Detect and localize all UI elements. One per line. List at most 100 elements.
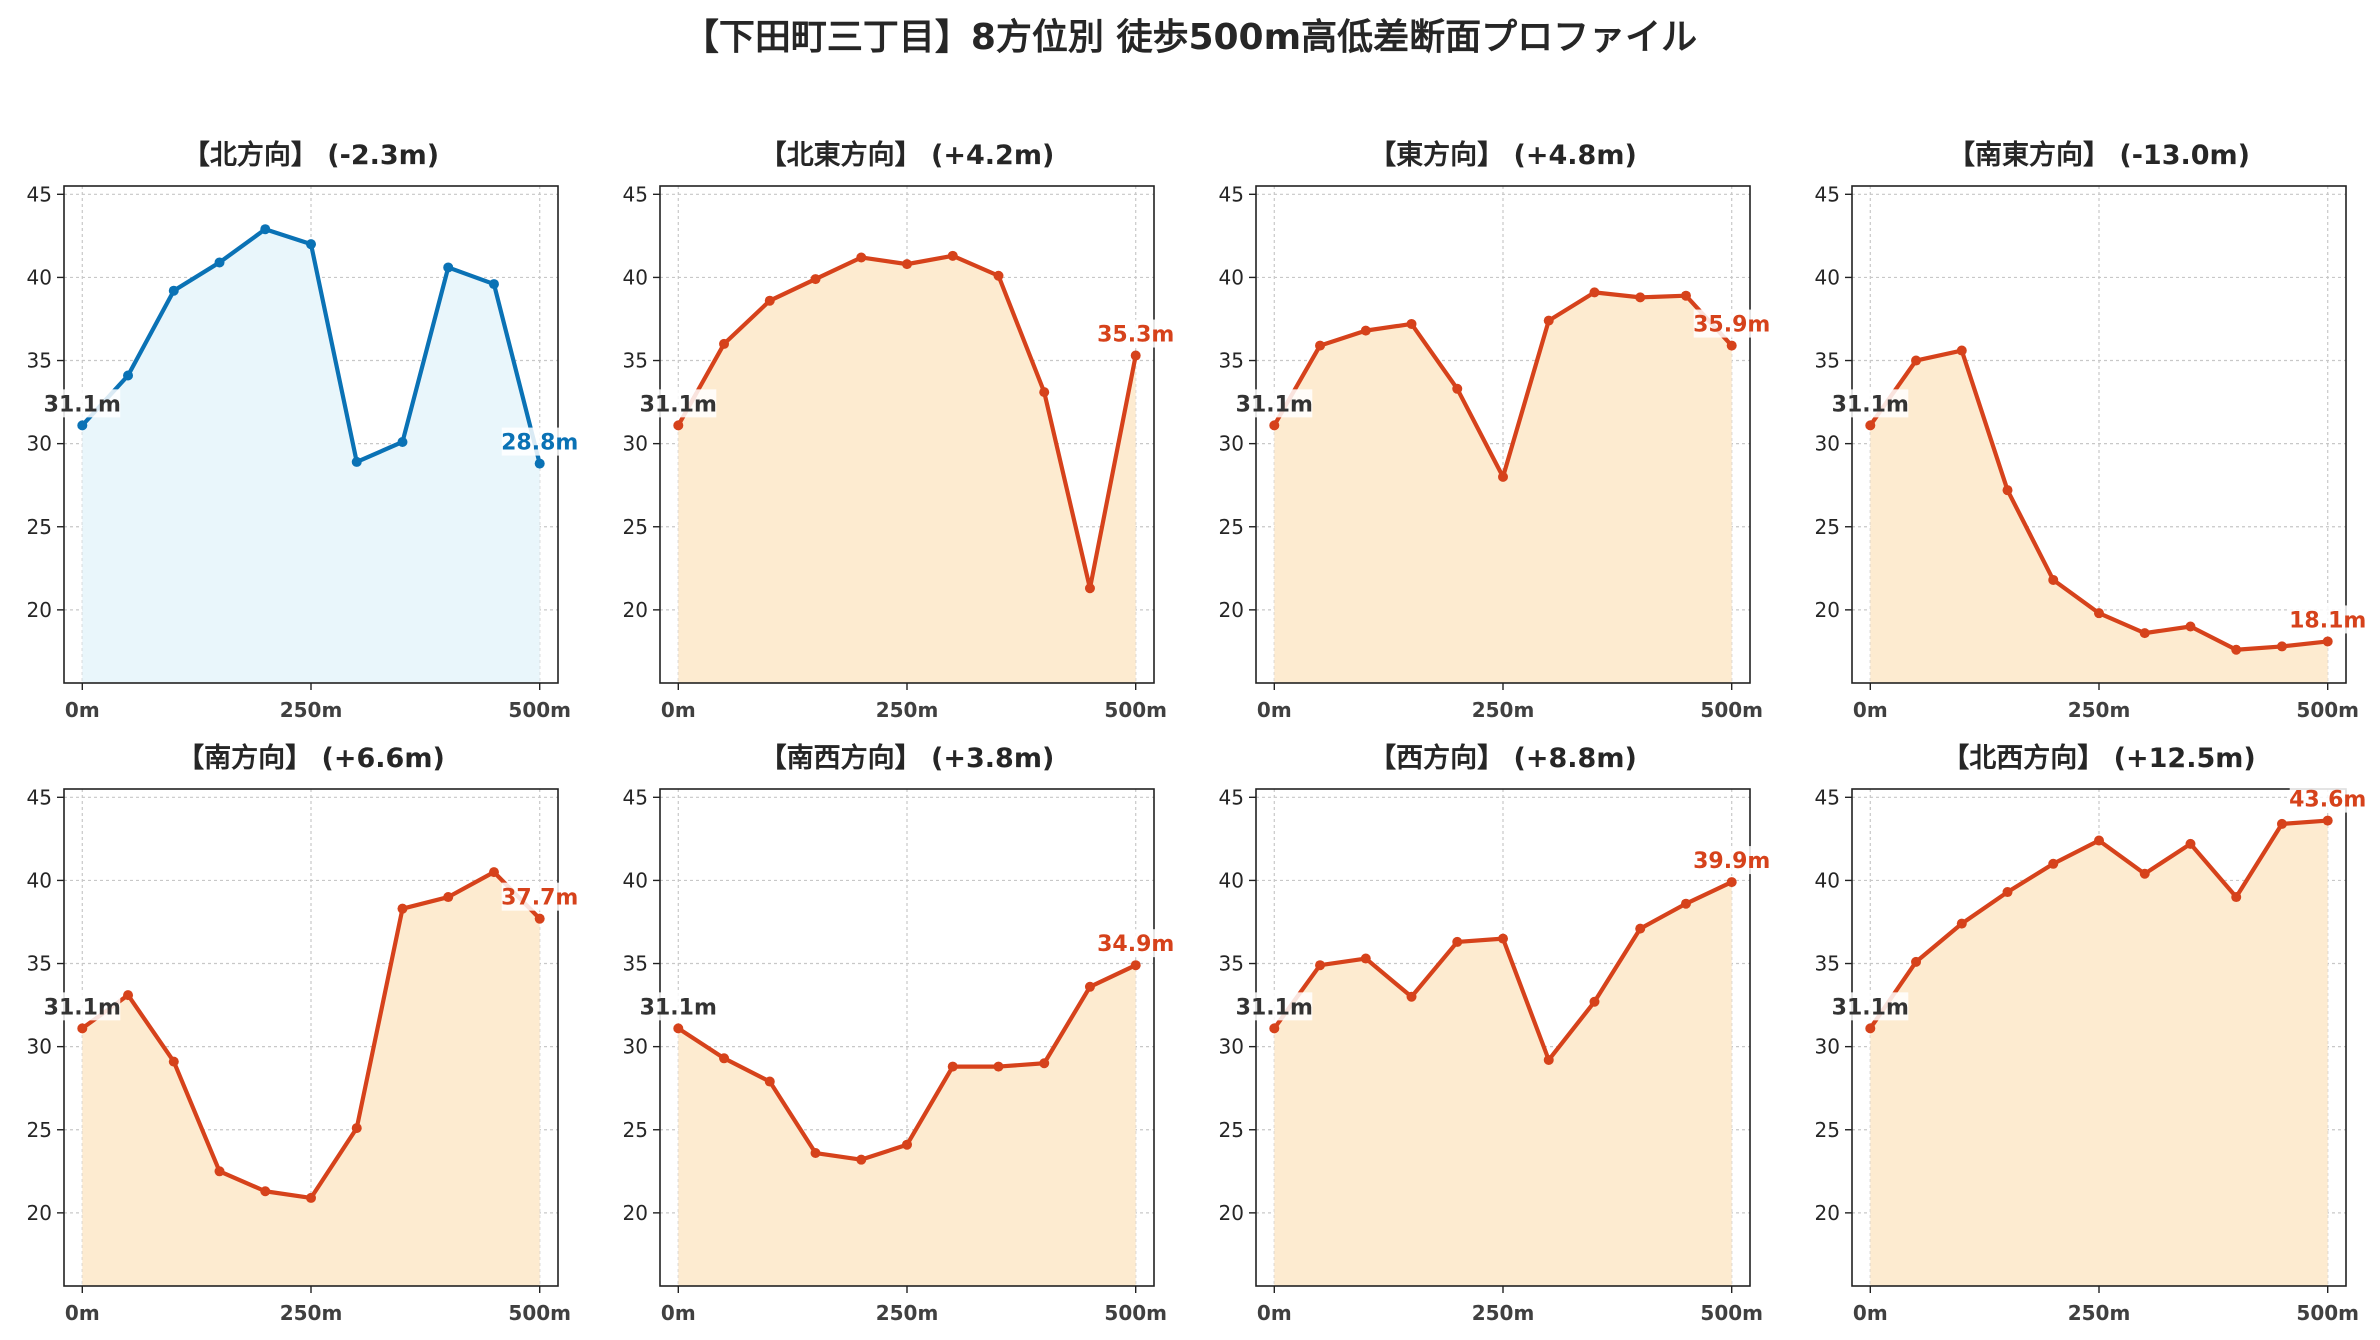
x-tick-label: 250m xyxy=(1472,698,1535,722)
panel-2: 20 25 30 35 40 45 0m 250m 500m 【東方向】 (+4.8m) 31.1m… xyxy=(1219,139,1771,722)
y-tick-label: 25 xyxy=(1815,515,1840,539)
x-tick-label: 0m xyxy=(661,698,696,722)
start-elevation-label: 31.1m xyxy=(44,392,121,417)
data-point xyxy=(1315,340,1326,351)
data-point xyxy=(810,1148,821,1159)
data-point xyxy=(2322,815,2333,826)
data-point xyxy=(168,285,179,296)
panel-4: 20 25 30 35 40 45 0m 250m 500m 【南方向】 (+6.6m) 31.1m… xyxy=(27,742,579,1325)
end-elevation-label: 35.3m xyxy=(1097,323,1174,348)
x-tick-label: 250m xyxy=(876,698,939,722)
start-elevation-label: 31.1m xyxy=(1236,392,1313,417)
data-point xyxy=(2185,838,2196,849)
panel-title: 【北方向】 (-2.3m) xyxy=(183,139,439,171)
x-tick-label: 0m xyxy=(661,1301,696,1325)
data-point xyxy=(673,1023,684,1034)
start-label-bg xyxy=(44,389,121,418)
data-point xyxy=(2231,892,2242,903)
data-point xyxy=(2231,644,2242,655)
panel-0: 20 25 30 35 40 45 0m 250m 500m 【北方向】 (-2.3m) 31.1m… xyxy=(27,139,579,722)
y-tick-label: 20 xyxy=(1219,1201,1244,1225)
x-tick-label: 500m xyxy=(2296,698,2359,722)
y-tick-label: 30 xyxy=(1815,432,1840,456)
end-elevation-label: 39.9m xyxy=(1693,849,1770,874)
start-label-bg xyxy=(640,992,717,1021)
data-point xyxy=(1452,383,1463,394)
x-tick-label: 500m xyxy=(2296,1301,2359,1325)
y-tick-label: 40 xyxy=(623,265,648,289)
y-tick-label: 40 xyxy=(27,868,52,892)
y-tick-label: 45 xyxy=(623,785,648,809)
area-fill xyxy=(1274,292,1732,683)
y-tick-label: 20 xyxy=(623,598,648,622)
y-tick-label: 25 xyxy=(27,515,52,539)
data-point xyxy=(719,338,730,349)
y-tick-label: 35 xyxy=(1815,349,1840,373)
data-point xyxy=(1084,583,1095,594)
data-point xyxy=(1865,1023,1876,1034)
end-label-bg xyxy=(501,427,578,456)
end-label-bg xyxy=(2289,605,2366,634)
data-point xyxy=(1130,350,1141,361)
end-elevation-label: 37.7m xyxy=(501,886,578,911)
y-tick-label: 30 xyxy=(27,432,52,456)
area-fill xyxy=(1870,820,2328,1286)
data-point xyxy=(534,458,545,469)
x-tick-label: 250m xyxy=(1472,1301,1535,1325)
y-tick-label: 45 xyxy=(27,785,52,809)
data-point xyxy=(1452,936,1463,947)
data-point xyxy=(351,456,362,467)
y-tick-label: 30 xyxy=(623,1035,648,1059)
y-tick-label: 20 xyxy=(1219,598,1244,622)
data-point xyxy=(1680,290,1691,301)
y-tick-label: 40 xyxy=(1219,868,1244,892)
data-point xyxy=(534,913,545,924)
y-tick-label: 35 xyxy=(1815,952,1840,976)
panel-5: 20 25 30 35 40 45 0m 250m 500m 【南西方向】 (+3.8m) 31.1… xyxy=(623,742,1175,1325)
x-tick-label: 0m xyxy=(1853,1301,1888,1325)
data-point xyxy=(856,1154,867,1165)
start-elevation-label: 31.1m xyxy=(44,995,121,1020)
y-tick-label: 40 xyxy=(1219,265,1244,289)
data-point xyxy=(1635,292,1646,303)
panel-6: 20 25 30 35 40 45 0m 250m 500m 【西方向】 (+8.8m) 31.1m… xyxy=(1219,742,1771,1325)
data-point xyxy=(1084,981,1095,992)
area-fill xyxy=(678,255,1136,683)
end-label-bg xyxy=(1693,846,1770,875)
y-tick-label: 35 xyxy=(1219,952,1244,976)
y-tick-label: 35 xyxy=(623,349,648,373)
y-tick-label: 35 xyxy=(1219,349,1244,373)
end-elevation-label: 34.9m xyxy=(1097,932,1174,957)
data-point xyxy=(397,903,408,914)
data-point xyxy=(1498,471,1508,482)
start-elevation-label: 31.1m xyxy=(1236,995,1313,1020)
x-tick-label: 0m xyxy=(65,1301,100,1325)
data-point xyxy=(1543,315,1554,326)
x-tick-label: 250m xyxy=(876,1301,939,1325)
panel-title: 【南東方向】 (-13.0m) xyxy=(1948,139,2250,171)
data-point xyxy=(2185,621,2196,632)
y-tick-label: 45 xyxy=(1219,182,1244,206)
data-point xyxy=(1589,996,1600,1007)
data-point xyxy=(443,892,454,903)
data-point xyxy=(2094,608,2104,619)
y-tick-label: 20 xyxy=(1815,1201,1840,1225)
start-label-bg xyxy=(1236,992,1313,1021)
y-tick-label: 20 xyxy=(1815,598,1840,622)
panel-1: 20 25 30 35 40 45 0m 250m 500m 【北東方向】 (+4.2m) 31.1… xyxy=(623,139,1175,722)
data-point xyxy=(1039,1058,1050,1069)
x-tick-label: 500m xyxy=(508,1301,571,1325)
data-point xyxy=(2094,835,2104,846)
area-fill xyxy=(82,872,540,1286)
data-point xyxy=(351,1123,362,1134)
data-point xyxy=(2276,641,2287,652)
data-point xyxy=(2002,485,2013,496)
area-fill xyxy=(82,229,540,683)
y-tick-label: 30 xyxy=(623,432,648,456)
data-point xyxy=(947,250,958,261)
area-fill xyxy=(678,965,1136,1286)
x-tick-label: 500m xyxy=(1700,1301,1763,1325)
y-tick-label: 40 xyxy=(27,265,52,289)
y-tick-label: 35 xyxy=(27,952,52,976)
